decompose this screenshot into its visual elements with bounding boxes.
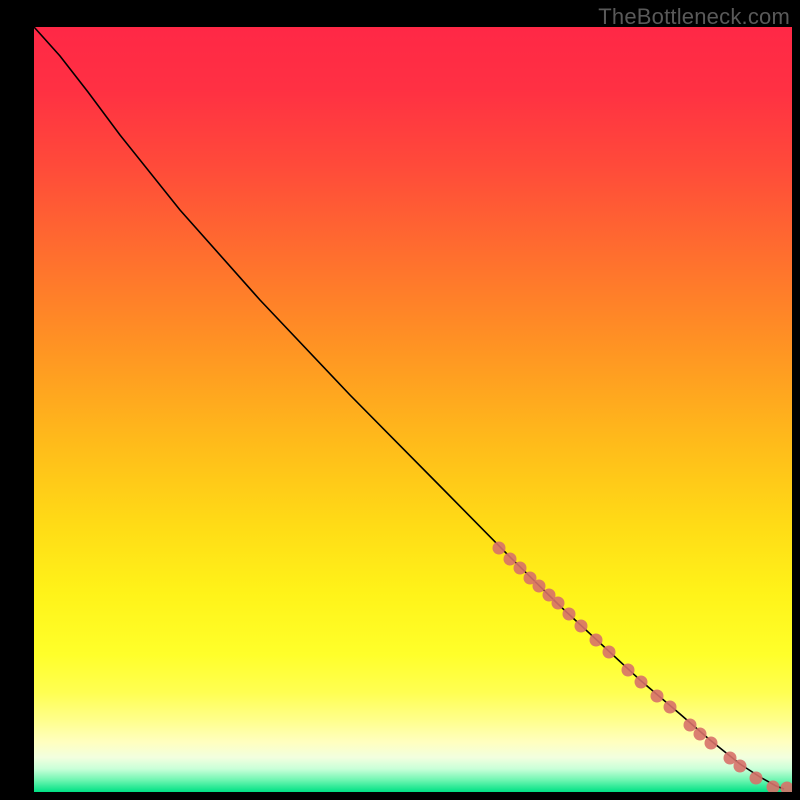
chart-canvas: TheBottleneck.com (0, 0, 800, 800)
data-point (684, 719, 697, 732)
data-point (590, 634, 603, 647)
data-point (734, 760, 747, 773)
border-left (0, 0, 34, 800)
data-point (622, 664, 635, 677)
watermark-text: TheBottleneck.com (598, 4, 790, 30)
data-point (504, 553, 517, 566)
border-right (792, 0, 800, 800)
chart-svg (0, 0, 800, 800)
data-point (552, 597, 565, 610)
data-point (603, 646, 616, 659)
data-point (694, 728, 707, 741)
data-point (705, 737, 718, 750)
data-point (767, 781, 780, 794)
border-bottom (0, 792, 800, 800)
data-point (750, 772, 763, 785)
data-point (664, 701, 677, 714)
data-point (514, 562, 527, 575)
data-point (575, 620, 588, 633)
gradient-background (34, 27, 792, 792)
data-point (635, 676, 648, 689)
data-point (651, 690, 664, 703)
data-point (493, 542, 506, 555)
data-point (533, 580, 546, 593)
data-point (563, 608, 576, 621)
